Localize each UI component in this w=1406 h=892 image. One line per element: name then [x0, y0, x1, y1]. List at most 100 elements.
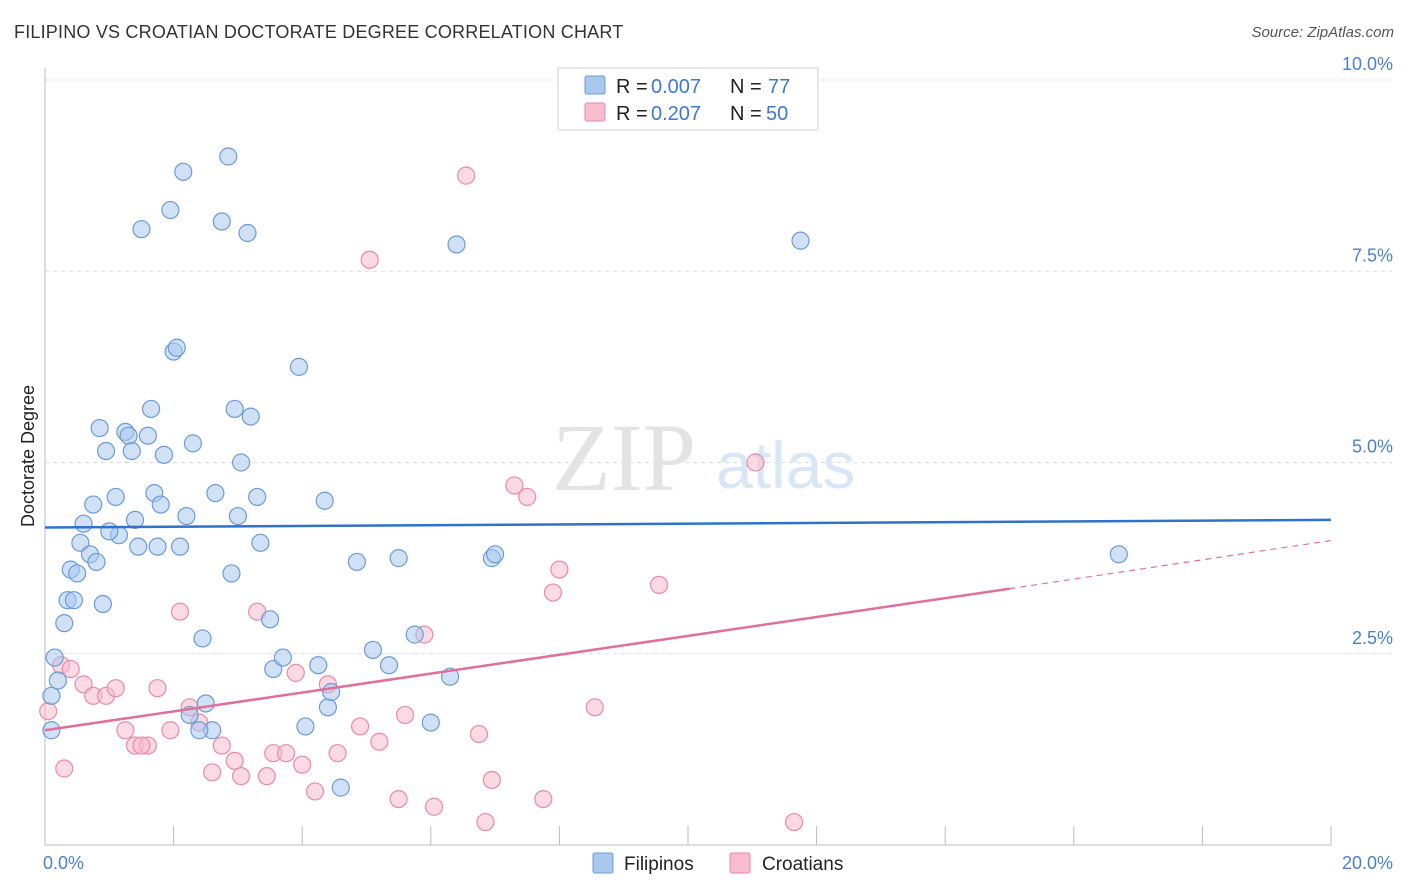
filipino-point-13 — [88, 553, 105, 570]
filipino-point-12 — [85, 496, 102, 513]
x-tick-label-right: 20.0% — [1342, 853, 1393, 873]
filipino-point-26 — [143, 400, 160, 417]
croatian-point-30 — [371, 733, 388, 750]
y-tick-label-2: 7.5% — [1352, 245, 1393, 265]
croatian-point-28 — [352, 718, 369, 735]
filipino-point-55 — [290, 358, 307, 375]
filipino-point-67 — [422, 714, 439, 731]
filipino-point-31 — [162, 202, 179, 219]
filipino-point-62 — [348, 553, 365, 570]
croatian-point-15 — [204, 764, 221, 781]
croatian-point-44 — [586, 699, 603, 716]
filipino-point-15 — [94, 596, 111, 613]
y-tick-label-0: 2.5% — [1352, 628, 1393, 648]
croatian-point-20 — [258, 768, 275, 785]
filipino-point-24 — [133, 221, 150, 238]
croatian-point-42 — [544, 584, 561, 601]
filipino-point-44 — [223, 565, 240, 582]
bottom-legend-swatch-filipinos — [593, 853, 613, 873]
filipino-point-39 — [197, 695, 214, 712]
filipino-point-35 — [175, 163, 192, 180]
filipino-point-16 — [98, 443, 115, 460]
y-tick-label-1: 5.0% — [1352, 437, 1393, 457]
croatian-point-17 — [226, 752, 243, 769]
croatians-trend-extension — [1010, 541, 1332, 589]
filipino-point-47 — [233, 454, 250, 471]
croatian-point-10 — [149, 680, 166, 697]
bottom-legend-swatch-croatians — [730, 853, 750, 873]
croatian-point-18 — [233, 768, 250, 785]
legend-r-value-croatians: 0.207 — [651, 103, 701, 125]
croatian-point-23 — [287, 664, 304, 681]
filipino-point-4 — [56, 615, 73, 632]
croatian-point-31 — [390, 791, 407, 808]
filipino-point-65 — [390, 550, 407, 567]
croatian-point-0 — [40, 703, 57, 720]
legend-r-label-filipinos: R = — [616, 76, 648, 98]
bottom-legend: Filipinos Croatians — [593, 853, 843, 875]
filipino-point-33 — [168, 339, 185, 356]
y-axis-title: Doctorate Degree — [18, 385, 38, 527]
filipino-point-64 — [381, 657, 398, 674]
croatian-point-11 — [162, 722, 179, 739]
filipino-point-66 — [406, 626, 423, 643]
filipino-point-49 — [242, 408, 259, 425]
croatian-point-29 — [361, 251, 378, 268]
filipino-point-29 — [152, 496, 169, 513]
croatian-point-41 — [535, 791, 552, 808]
legend-n-value-filipinos: 77 — [768, 76, 790, 98]
croatian-point-37 — [477, 814, 494, 831]
croatian-point-45 — [651, 576, 668, 593]
filipino-point-72 — [792, 232, 809, 249]
x-tick-label-left: 0.0% — [43, 853, 84, 873]
legend-r-label-croatians: R = — [616, 103, 648, 125]
filipino-point-1 — [43, 687, 60, 704]
filipino-point-52 — [262, 611, 279, 628]
filipino-point-48 — [239, 225, 256, 242]
bottom-legend-label-filipinos: Filipinos — [624, 854, 694, 875]
filipino-point-28 — [149, 538, 166, 555]
legend-n-value-croatians: 50 — [766, 103, 788, 125]
filipino-point-43 — [220, 148, 237, 165]
croatian-point-22 — [278, 745, 295, 762]
filipino-point-46 — [229, 508, 246, 525]
filipino-point-69 — [448, 236, 465, 253]
trend-layer — [45, 520, 1331, 730]
filipino-point-20 — [120, 427, 137, 444]
filipino-point-76 — [101, 523, 118, 540]
filipino-point-59 — [319, 699, 336, 716]
watermark-atlas: atlas — [716, 428, 855, 502]
filipino-point-34 — [172, 538, 189, 555]
filipino-point-63 — [364, 641, 381, 658]
croatian-point-34 — [426, 798, 443, 815]
filipino-point-17 — [107, 488, 124, 505]
filipino-point-61 — [332, 779, 349, 796]
croatian-point-7 — [117, 722, 134, 739]
croatian-point-27 — [329, 745, 346, 762]
filipino-point-45 — [226, 400, 243, 417]
filipino-point-57 — [310, 657, 327, 674]
filipino-point-50 — [249, 488, 266, 505]
filipino-point-3 — [49, 672, 66, 689]
croatian-point-38 — [483, 771, 500, 788]
croatian-point-43 — [551, 561, 568, 578]
scatter-chart: ZIP atlas 2.5%5.0%7.5%10.0%0.0% 20.0%Doct… — [0, 0, 1406, 892]
filipino-point-41 — [207, 485, 224, 502]
filipino-point-51 — [252, 534, 269, 551]
filipino-point-38 — [194, 630, 211, 647]
croatian-point-35 — [458, 167, 475, 184]
filipino-point-73 — [1110, 546, 1127, 563]
filipino-point-54 — [274, 649, 291, 666]
croatian-point-36 — [471, 726, 488, 743]
filipino-point-74 — [191, 722, 208, 739]
filipino-point-2 — [46, 649, 63, 666]
croatians-trend-line — [45, 589, 1010, 731]
croatian-point-25 — [307, 783, 324, 800]
filipino-point-8 — [69, 565, 86, 582]
croatian-point-49 — [133, 737, 150, 754]
filipino-point-42 — [213, 213, 230, 230]
croatian-point-47 — [786, 814, 803, 831]
watermark: ZIP atlas — [552, 404, 855, 511]
watermark-zip: ZIP — [552, 404, 696, 511]
croatian-point-16 — [213, 737, 230, 754]
